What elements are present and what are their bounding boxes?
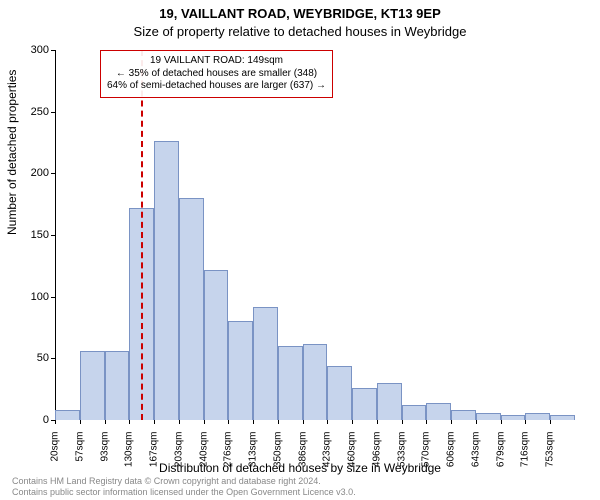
histogram-bar [327,366,352,420]
callout-line: 64% of semi-detached houses are larger (… [107,80,326,93]
xtick-label: 386sqm [297,432,308,472]
histogram-bar [476,413,501,420]
xtick-mark [154,420,155,424]
footer-line2: Contains public sector information licen… [12,487,356,498]
xtick-label: 606sqm [446,432,457,472]
xtick-mark [80,420,81,424]
xtick-mark [204,420,205,424]
xtick-mark [228,420,229,424]
ytick-mark [51,235,55,236]
histogram-bar [501,415,526,420]
histogram-bar [352,388,377,420]
histogram-bar [278,346,303,420]
histogram-bar [550,415,575,420]
ytick-label: 200 [31,167,49,179]
xtick-label: 130sqm [124,432,135,472]
y-axis-label: Number of detached properties [5,70,19,235]
xtick-label: 643sqm [470,432,481,472]
xtick-label: 679sqm [495,432,506,472]
ytick-mark [51,358,55,359]
xtick-label: 20sqm [50,432,61,472]
histogram-bar [154,141,179,420]
y-axis-line [55,50,56,420]
histogram-bar [204,270,229,420]
histogram-bar [426,403,451,420]
plot-area [55,50,575,420]
xtick-mark [278,420,279,424]
xtick-label: 57sqm [74,432,85,472]
xtick-mark [476,420,477,424]
xtick-mark [451,420,452,424]
footer-attribution: Contains HM Land Registry data © Crown c… [12,476,356,498]
chart-container: 19, VAILLANT ROAD, WEYBRIDGE, KT13 9EP S… [0,0,600,500]
xtick-mark [105,420,106,424]
xtick-mark [550,420,551,424]
xtick-mark [253,420,254,424]
ytick-label: 250 [31,106,49,118]
xtick-mark [426,420,427,424]
ytick-mark [51,173,55,174]
callout-box: 19 VAILLANT ROAD: 149sqm← 35% of detache… [100,50,333,98]
xtick-mark [525,420,526,424]
xtick-label: 276sqm [223,432,234,472]
ytick-mark [51,50,55,51]
histogram-bar [55,410,80,420]
chart-title-line1: 19, VAILLANT ROAD, WEYBRIDGE, KT13 9EP [0,6,600,21]
ytick-label: 150 [31,229,49,241]
histogram-bar [228,321,253,420]
xtick-mark [402,420,403,424]
xtick-label: 240sqm [198,432,209,472]
xtick-label: 203sqm [173,432,184,472]
xtick-mark [55,420,56,424]
property-marker-line [141,50,143,420]
histogram-bar [80,351,105,420]
xtick-mark [501,420,502,424]
ytick-label: 0 [43,414,49,426]
xtick-label: 716sqm [520,432,531,472]
ytick-label: 50 [37,352,49,364]
xtick-label: 423sqm [322,432,333,472]
xtick-mark [377,420,378,424]
xtick-label: 93sqm [99,432,110,472]
histogram-bar [179,198,204,420]
xtick-mark [352,420,353,424]
xtick-mark [129,420,130,424]
xtick-mark [179,420,180,424]
xtick-label: 350sqm [272,432,283,472]
histogram-bar [525,413,550,420]
histogram-bar [377,383,402,420]
callout-line: 19 VAILLANT ROAD: 149sqm [107,55,326,68]
histogram-bar [303,344,328,420]
xtick-mark [303,420,304,424]
ytick-label: 300 [31,44,49,56]
callout-line: ← 35% of detached houses are smaller (34… [107,68,326,81]
ytick-label: 100 [31,291,49,303]
ytick-mark [51,112,55,113]
histogram-bar [105,351,130,420]
xtick-label: 570sqm [421,432,432,472]
ytick-mark [51,297,55,298]
chart-title-line2: Size of property relative to detached ho… [0,24,600,39]
histogram-bar [253,307,278,420]
xtick-label: 167sqm [149,432,160,472]
xtick-label: 753sqm [545,432,556,472]
histogram-bar [402,405,427,420]
xtick-label: 533sqm [396,432,407,472]
footer-line1: Contains HM Land Registry data © Crown c… [12,476,356,487]
histogram-bar [451,410,476,420]
xtick-label: 460sqm [347,432,358,472]
xtick-label: 496sqm [371,432,382,472]
xtick-label: 313sqm [248,432,259,472]
xtick-mark [327,420,328,424]
